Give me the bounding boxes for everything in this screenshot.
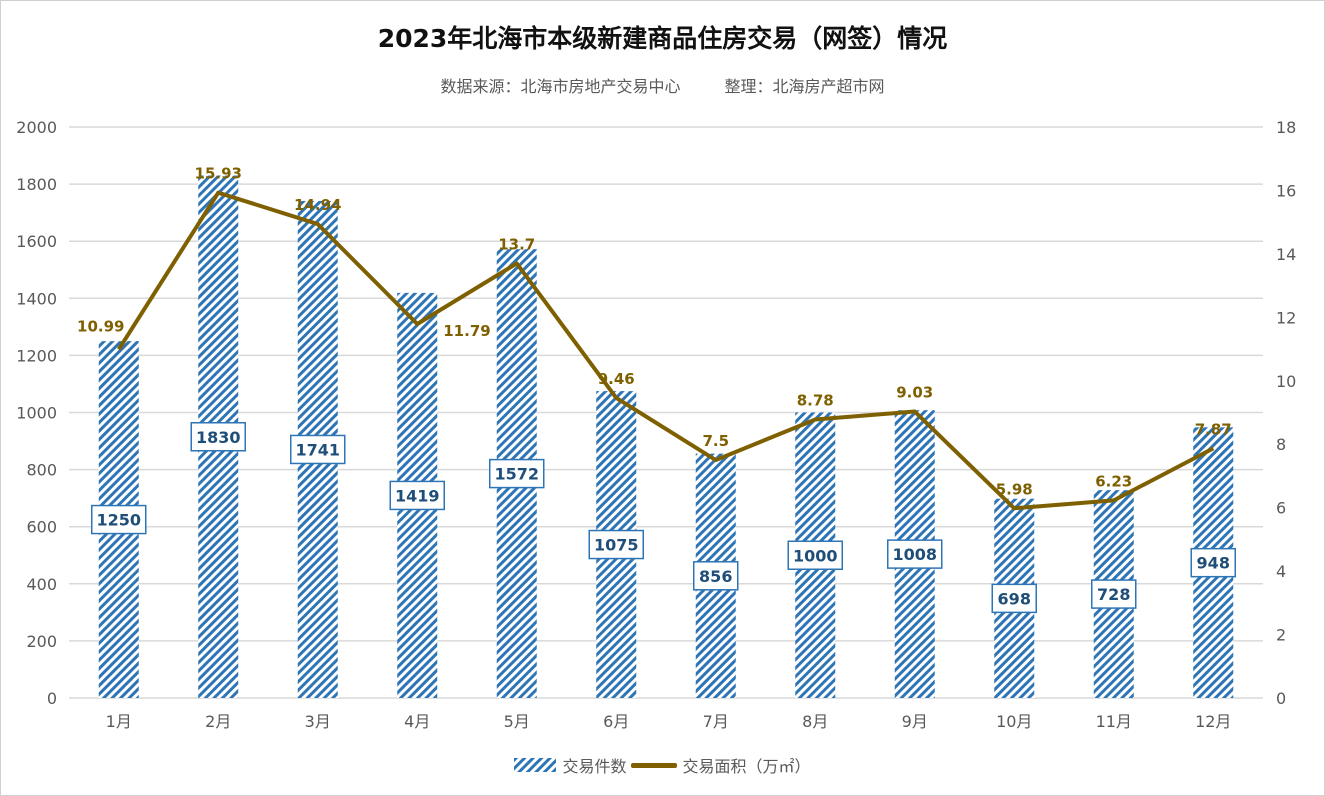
line-value-label: 14.94 [294, 196, 341, 214]
bar-label-box [190, 422, 246, 452]
line-value-label: 9.46 [598, 370, 635, 388]
left-tick-label: 1200 [16, 346, 57, 365]
left-tick-label: 600 [26, 518, 57, 537]
legend-bar-swatch [514, 758, 557, 772]
x-tick-label: 7月 [703, 712, 729, 731]
line-value-label: 7.5 [702, 432, 729, 450]
left-tick-label: 2000 [16, 118, 57, 137]
bar-label-box [588, 529, 644, 560]
area-line [117, 190, 1215, 511]
bar-label-box [1091, 579, 1137, 609]
bar-value-label: 1008 [892, 545, 937, 564]
bar-value-label: 856 [699, 567, 732, 586]
bar-label-box [389, 480, 445, 511]
bar-label-box [1190, 547, 1236, 578]
legend-label: 交易面积（万㎡） [682, 757, 811, 776]
line-value-label: 9.03 [896, 384, 933, 402]
left-tick-label: 1000 [16, 404, 57, 423]
bar-value-label: 728 [1097, 585, 1130, 604]
bar-label-box [489, 458, 545, 489]
bar-value-label: 1830 [196, 428, 241, 447]
bar-value-label: 698 [998, 589, 1031, 608]
bar-label-box [290, 434, 346, 465]
bar-label-box [91, 504, 147, 535]
x-tick-label: 5月 [504, 712, 530, 731]
right-tick-label: 6 [1276, 499, 1286, 518]
bar-value-label: 1250 [96, 511, 141, 530]
right-tick-label: 16 [1276, 181, 1296, 200]
line-value-label: 8.78 [797, 391, 834, 409]
left-tick-label: 200 [26, 632, 57, 651]
right-tick-label: 12 [1276, 308, 1296, 327]
legend: 交易件数 交易面积（万㎡） [1, 753, 1324, 777]
bar-value-label: 1075 [594, 536, 639, 555]
left-tick-label: 400 [26, 575, 57, 594]
left-tick-label: 800 [26, 461, 57, 480]
bar-value-label: 1000 [793, 546, 838, 565]
bar-label-box [991, 583, 1037, 614]
right-tick-label: 14 [1276, 245, 1296, 264]
right-tick-label: 10 [1276, 372, 1296, 391]
x-tick-label: 12月 [1195, 712, 1231, 731]
line-value-label: 15.93 [195, 165, 242, 183]
x-tick-label: 9月 [902, 712, 928, 731]
bar-value-label: 948 [1197, 554, 1230, 573]
legend-line-swatch [630, 762, 677, 768]
source-text: 数据来源：北海市房地产交易中心 [440, 77, 681, 96]
x-tick-label: 1月 [106, 712, 132, 731]
bar-value-label: 1572 [494, 465, 539, 484]
editor-text: 整理：北海房产超市网 [724, 77, 885, 96]
x-tick-label: 3月 [305, 712, 331, 731]
left-tick-label: 1400 [16, 289, 57, 308]
line-value-label: 13.7 [498, 235, 535, 253]
legend-item-count: 交易件数 [514, 753, 627, 777]
legend-item-area: 交易面积（万㎡） [630, 753, 811, 777]
chart-subtitle: 数据来源：北海市房地产交易中心 整理：北海房产超市网 [1, 73, 1324, 97]
bar-label-box [787, 540, 843, 570]
legend-label: 交易件数 [562, 757, 627, 776]
x-tick-label: 11月 [1096, 712, 1132, 731]
bar-value-label: 1741 [295, 440, 340, 459]
left-tick-label: 1600 [16, 232, 57, 251]
bar-label-box [693, 561, 739, 591]
x-tick-label: 4月 [404, 712, 430, 731]
left-tick-label: 0 [47, 689, 57, 708]
x-tick-label: 2月 [205, 712, 231, 731]
line-value-label: 7.87 [1195, 420, 1232, 438]
left-tick-label: 1800 [16, 175, 57, 194]
x-tick-label: 10月 [996, 712, 1032, 731]
x-tick-label: 6月 [603, 712, 629, 731]
line-value-label: 10.99 [77, 317, 124, 335]
line-value-label: 11.79 [443, 322, 490, 340]
line-value-label: 5.98 [996, 480, 1033, 498]
right-tick-label: 0 [1276, 689, 1286, 708]
right-tick-label: 2 [1276, 626, 1286, 645]
right-tick-label: 18 [1276, 118, 1296, 137]
bar-label-box [887, 539, 943, 569]
bar-value-label: 1419 [395, 486, 440, 505]
line-value-label: 6.23 [1095, 472, 1132, 490]
chart-title: 2023年北海市本级新建商品住房交易（网签）情况 [377, 24, 948, 53]
right-tick-label: 4 [1276, 562, 1286, 581]
right-tick-label: 8 [1276, 435, 1286, 454]
x-tick-label: 8月 [802, 712, 828, 731]
